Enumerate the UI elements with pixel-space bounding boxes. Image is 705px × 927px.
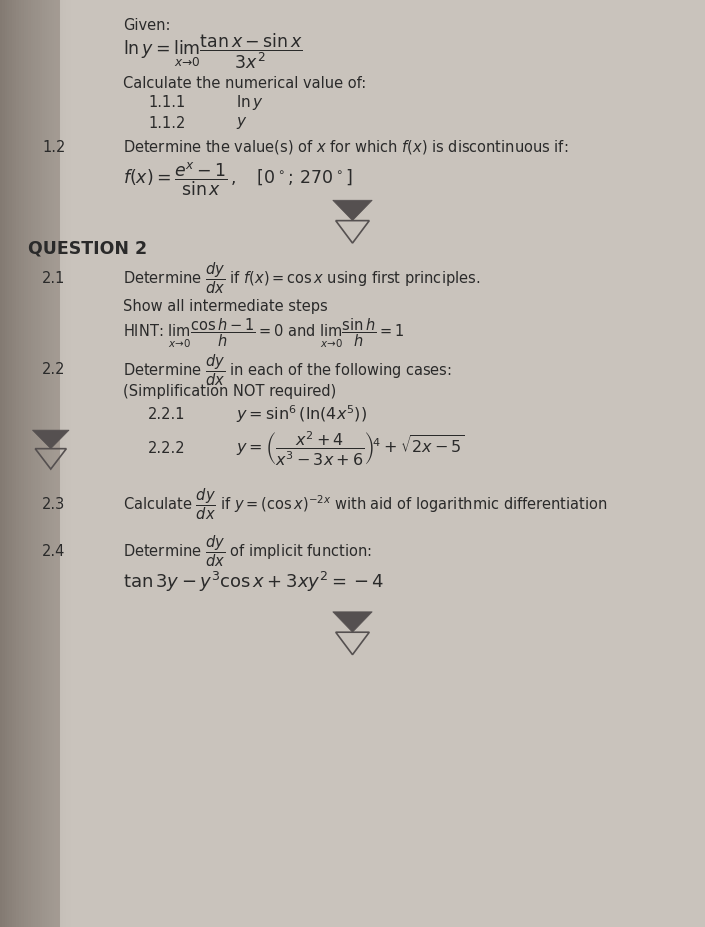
- Text: HINT: $\lim_{x \to 0}\dfrac{\cos h-1}{h} = 0$ and $\lim_{x \to 0}\dfrac{\sin h}{: HINT: $\lim_{x \to 0}\dfrac{\cos h-1}{h}…: [123, 316, 405, 349]
- Text: Determine $\dfrac{dy}{dx}$ of implicit function:: Determine $\dfrac{dy}{dx}$ of implicit f…: [123, 534, 372, 569]
- Bar: [35, 0, 37, 927]
- Text: $y$: $y$: [236, 115, 247, 132]
- Bar: [26, 0, 28, 927]
- Text: Determine $\dfrac{dy}{dx}$ in each of the following cases:: Determine $\dfrac{dy}{dx}$ in each of th…: [123, 352, 452, 387]
- Bar: [16, 0, 19, 927]
- Text: 2.2.2: 2.2.2: [148, 441, 185, 456]
- Bar: [5, 0, 7, 927]
- Polygon shape: [32, 430, 69, 449]
- Bar: [61, 0, 63, 927]
- Bar: [68, 0, 70, 927]
- Bar: [44, 0, 47, 927]
- Text: 1.1.2: 1.1.2: [148, 116, 185, 131]
- Text: 2.1: 2.1: [42, 271, 66, 286]
- Bar: [63, 0, 66, 927]
- Text: Show all intermediate steps: Show all intermediate steps: [123, 299, 328, 314]
- Text: (Simplification NOT required): (Simplification NOT required): [123, 384, 336, 399]
- Bar: [21, 0, 23, 927]
- Bar: [59, 0, 61, 927]
- Bar: [40, 0, 42, 927]
- Bar: [56, 0, 59, 927]
- Text: $f(x) = \dfrac{e^x - 1}{\sin x}\,,\quad [0^\circ;\, 270^\circ]$: $f(x) = \dfrac{e^x - 1}{\sin x}\,,\quad …: [123, 160, 354, 197]
- Text: Given:: Given:: [123, 19, 171, 33]
- Bar: [37, 0, 40, 927]
- Text: Calculate $\dfrac{dy}{dx}$ if $y = (\cos x)^{-2x}$ with aid of logarithmic diffe: Calculate $\dfrac{dy}{dx}$ if $y = (\cos…: [123, 487, 608, 522]
- Text: 2.4: 2.4: [42, 544, 66, 559]
- Bar: [49, 0, 51, 927]
- Text: $\ln y = \lim_{x \to 0}\dfrac{\tan x - \sin x}{3x^2}$: $\ln y = \lim_{x \to 0}\dfrac{\tan x - \…: [123, 32, 303, 70]
- Bar: [2, 0, 5, 927]
- Bar: [30, 0, 33, 927]
- Polygon shape: [333, 200, 372, 221]
- Bar: [42, 0, 44, 927]
- Text: 1.2: 1.2: [42, 140, 66, 155]
- Bar: [19, 0, 21, 927]
- FancyBboxPatch shape: [0, 0, 60, 927]
- Text: Calculate the numerical value of:: Calculate the numerical value of:: [123, 76, 367, 91]
- Bar: [0, 0, 2, 927]
- Bar: [7, 0, 9, 927]
- Text: 2.2.1: 2.2.1: [148, 407, 185, 422]
- Text: $\ln y$: $\ln y$: [236, 94, 264, 112]
- Text: 1.1.1: 1.1.1: [148, 95, 185, 110]
- Bar: [66, 0, 68, 927]
- Bar: [54, 0, 56, 927]
- Text: 2.2: 2.2: [42, 362, 66, 377]
- Bar: [47, 0, 49, 927]
- Bar: [28, 0, 30, 927]
- Text: Determine the value(s) of $x$ for which $f(x)$ is discontinuous if:: Determine the value(s) of $x$ for which …: [123, 138, 569, 157]
- Text: $\tan 3y - y^3 \cos x + 3xy^2 = -4$: $\tan 3y - y^3 \cos x + 3xy^2 = -4$: [123, 570, 385, 594]
- Text: Determine $\dfrac{dy}{dx}$ if $f(x) = \cos x$ using first principles.: Determine $\dfrac{dy}{dx}$ if $f(x) = \c…: [123, 260, 481, 296]
- Bar: [23, 0, 26, 927]
- Text: $y = \left(\dfrac{x^2+4}{x^3-3x+6}\right)^{\!4} + \sqrt{2x-5}$: $y = \left(\dfrac{x^2+4}{x^3-3x+6}\right…: [236, 429, 465, 468]
- Text: $y = \sin^6(\ln(4x^5))$: $y = \sin^6(\ln(4x^5))$: [236, 403, 367, 425]
- Polygon shape: [333, 612, 372, 632]
- Bar: [9, 0, 12, 927]
- Text: 2.3: 2.3: [42, 497, 66, 512]
- Bar: [12, 0, 14, 927]
- Text: QUESTION 2: QUESTION 2: [28, 239, 147, 258]
- Bar: [33, 0, 35, 927]
- Bar: [51, 0, 54, 927]
- Bar: [14, 0, 16, 927]
